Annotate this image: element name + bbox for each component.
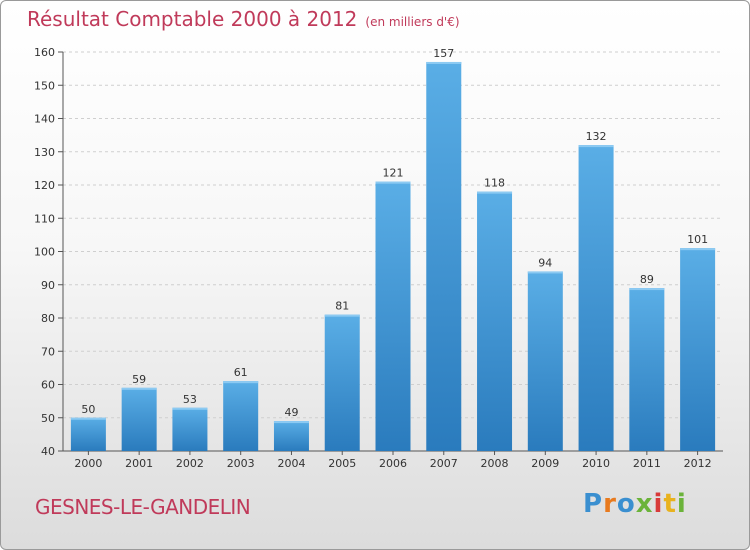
logo-letter: o — [616, 489, 636, 519]
y-tick-label: 80 — [41, 312, 55, 325]
bar-highlight — [70, 417, 106, 420]
y-tick-label: 150 — [34, 79, 55, 92]
x-tick-label-2008: 2008 — [481, 457, 509, 470]
value-label-2001: 59 — [132, 373, 146, 386]
value-label-2002: 53 — [183, 393, 197, 406]
logo-letter: P — [583, 489, 604, 519]
bar-2008[interactable] — [477, 191, 513, 451]
x-tick-label-2007: 2007 — [430, 457, 458, 470]
bar-2000[interactable] — [70, 417, 106, 451]
logo-letter: r — [603, 489, 617, 519]
x-tick-label-2002: 2002 — [176, 457, 204, 470]
y-tick-label: 40 — [41, 445, 55, 458]
y-tick-label: 140 — [34, 113, 55, 126]
value-label-2008: 118 — [484, 177, 505, 190]
y-tick-label: 60 — [41, 379, 55, 392]
chart-subtitle: (en milliers d'€) — [365, 15, 460, 29]
bar-highlight — [121, 387, 157, 390]
chart-title: Résultat Comptable 2000 à 2012 (en millie… — [27, 7, 460, 31]
bar-highlight — [375, 181, 411, 184]
x-tick-label-2004: 2004 — [277, 457, 305, 470]
x-tick-label-2012: 2012 — [684, 457, 712, 470]
y-tick-label: 130 — [34, 146, 55, 159]
bar-2011[interactable] — [629, 288, 665, 451]
bars — [70, 61, 716, 452]
value-label-2009: 94 — [538, 256, 552, 269]
bar-highlight — [426, 61, 462, 64]
x-tick-label-2005: 2005 — [328, 457, 356, 470]
y-tick-label: 90 — [41, 279, 55, 292]
logo-letter: t — [663, 489, 677, 519]
bar-2004[interactable] — [273, 421, 309, 451]
logo-letter: i — [653, 489, 664, 519]
bar-2005[interactable] — [324, 314, 360, 451]
bar-highlight — [527, 271, 563, 274]
labels: 40 50 60 70 80 90 100 110 120 130 140 150 160 50 2000 5… — [34, 46, 712, 470]
bar-2002[interactable] — [172, 407, 208, 451]
logo-letter: i — [676, 489, 687, 519]
bar-highlight — [629, 288, 665, 291]
x-tick-label-2003: 2003 — [227, 457, 255, 470]
x-tick-label-2009: 2009 — [531, 457, 559, 470]
value-label-2004: 49 — [284, 406, 298, 419]
x-tick-label-2011: 2011 — [633, 457, 661, 470]
value-label-2003: 61 — [234, 366, 248, 379]
y-tick-label: 160 — [34, 46, 55, 59]
bar-highlight — [273, 421, 309, 424]
bar-2006[interactable] — [375, 181, 411, 452]
x-tick-label-2000: 2000 — [74, 457, 102, 470]
bar-highlight — [578, 145, 614, 148]
y-tick-label: 70 — [41, 345, 55, 358]
bar-highlight — [477, 191, 513, 194]
y-tick-label: 50 — [41, 412, 55, 425]
value-label-2010: 132 — [586, 130, 607, 143]
proxiti-logo[interactable]: Proxiti — [583, 489, 687, 519]
chart-title-text: Résultat Comptable 2000 à 2012 — [27, 7, 358, 31]
value-label-2007: 157 — [433, 47, 454, 60]
value-label-2012: 101 — [687, 233, 708, 246]
value-label-2006: 121 — [383, 167, 404, 180]
bar-2003[interactable] — [223, 381, 259, 451]
value-label-2000: 50 — [81, 403, 95, 416]
bar-2007[interactable] — [426, 61, 462, 451]
bar-highlight — [223, 381, 259, 384]
bar-2012[interactable] — [680, 248, 716, 451]
bar-highlight — [172, 407, 208, 410]
bar-2010[interactable] — [578, 145, 614, 451]
y-tick-label: 110 — [34, 212, 55, 225]
bar-2001[interactable] — [121, 387, 157, 451]
value-label-2005: 81 — [335, 300, 349, 313]
y-tick-label: 100 — [34, 246, 55, 259]
x-tick-label-2006: 2006 — [379, 457, 407, 470]
y-tick-label: 120 — [34, 179, 55, 192]
value-label-2011: 89 — [640, 273, 654, 286]
place-name: GESNES-LE-GANDELIN — [35, 495, 251, 519]
x-tick-label-2010: 2010 — [582, 457, 610, 470]
logo-letter: x — [635, 489, 654, 519]
bar-2009[interactable] — [527, 271, 563, 451]
x-tick-label-2001: 2001 — [125, 457, 153, 470]
bar-highlight — [324, 314, 360, 317]
bar-highlight — [680, 248, 716, 251]
